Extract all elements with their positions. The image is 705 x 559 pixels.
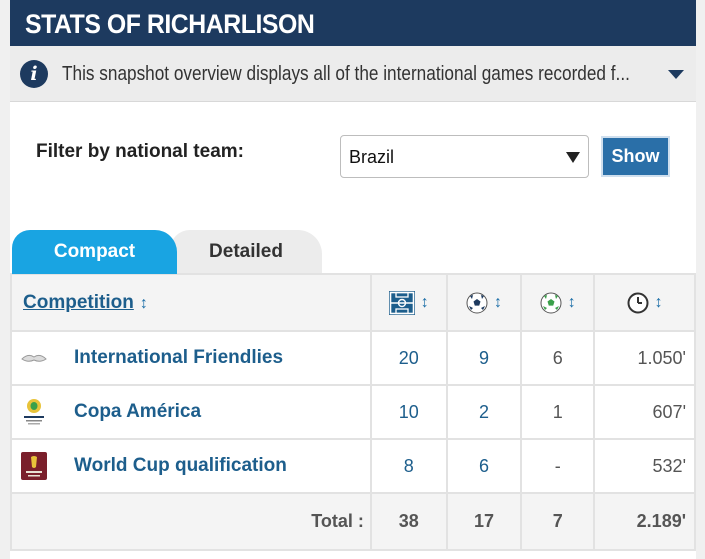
competition-cell: International Friendlies — [10, 330, 372, 386]
appearances-cell[interactable]: 8 — [369, 438, 448, 494]
tab-detailed[interactable]: Detailed — [170, 230, 322, 274]
minutes-column-header[interactable]: ↕ — [593, 273, 696, 332]
assists-cell: - — [520, 438, 596, 494]
view-tabs: Detailed Compact — [10, 228, 696, 274]
competition-header-label: Competition — [23, 291, 134, 313]
appearances-column-header[interactable]: ↕ — [369, 273, 448, 332]
page-header: STATS OF RICHARLISON — [10, 0, 696, 46]
table-row: Copa América 10 2 1 607' — [10, 384, 696, 440]
total-assists: 7 — [520, 492, 596, 551]
assists-ball-icon — [540, 292, 562, 314]
dropdown-arrow-icon — [566, 152, 580, 163]
player-stats-card: STATS OF RICHARLISON i This snapshot ove… — [10, 0, 696, 559]
page-title: STATS OF RICHARLISON — [25, 9, 315, 39]
sort-icon[interactable]: ↕ — [494, 294, 503, 312]
goals-ball-icon — [466, 292, 488, 314]
competition-column-header[interactable]: Competition ↕ — [10, 273, 372, 332]
national-team-selected: Brazil — [349, 147, 395, 167]
competition-link[interactable]: Copa América — [74, 401, 202, 422]
totals-row: Total : 38 17 7 2.189' — [10, 492, 696, 551]
competition-cell: World Cup qualification — [10, 438, 372, 494]
minutes-cell: 607' — [593, 384, 696, 440]
sort-icon[interactable]: ↕ — [420, 294, 429, 312]
competition-cell: Copa América — [10, 384, 372, 440]
goals-cell[interactable]: 2 — [445, 384, 523, 440]
chevron-down-icon[interactable] — [668, 70, 684, 79]
total-minutes: 2.189' — [593, 492, 696, 551]
assists-cell: 6 — [520, 330, 596, 386]
table-header-row: Competition ↕ ↕ — [10, 273, 696, 332]
assists-column-header[interactable]: ↕ — [520, 273, 596, 332]
filter-label: Filter by national team: — [36, 141, 244, 162]
goals-cell[interactable]: 6 — [445, 438, 523, 494]
sort-icon[interactable]: ↕ — [567, 294, 576, 312]
info-text: This snapshot overview displays all of t… — [62, 63, 630, 85]
info-icon: i — [20, 60, 48, 88]
appearances-cell[interactable]: 10 — [369, 384, 448, 440]
stats-table: Competition ↕ ↕ — [10, 273, 696, 551]
international-friendlies-logo — [21, 354, 47, 362]
table-row: International Friendlies 20 9 6 1.050' — [10, 330, 696, 386]
copa-america-logo — [24, 399, 44, 425]
show-button[interactable]: Show — [601, 136, 670, 177]
assists-cell: 1 — [520, 384, 596, 440]
competition-link[interactable]: World Cup qualification — [74, 455, 287, 476]
goals-cell[interactable]: 9 — [445, 330, 523, 386]
appearances-pitch-icon — [388, 290, 415, 315]
tab-compact[interactable]: Compact — [12, 230, 177, 274]
national-team-select[interactable]: Brazil — [340, 135, 589, 178]
table-row: World Cup qualification 8 6 - 532' — [10, 438, 696, 494]
sort-icon[interactable]: ↕ — [654, 294, 663, 312]
minutes-cell: 532' — [593, 438, 696, 494]
total-appearances: 38 — [369, 492, 448, 551]
total-goals: 17 — [445, 492, 523, 551]
competition-link[interactable]: International Friendlies — [74, 347, 284, 368]
goals-column-header[interactable]: ↕ — [445, 273, 523, 332]
appearances-cell[interactable]: 20 — [369, 330, 448, 386]
minutes-clock-icon — [627, 292, 649, 314]
sort-icon[interactable]: ↕ — [139, 294, 148, 312]
world-cup-qualification-logo — [21, 452, 47, 480]
minutes-cell: 1.050' — [593, 330, 696, 386]
totals-label: Total : — [10, 492, 372, 551]
info-banner[interactable]: i This snapshot overview displays all of… — [10, 46, 696, 102]
